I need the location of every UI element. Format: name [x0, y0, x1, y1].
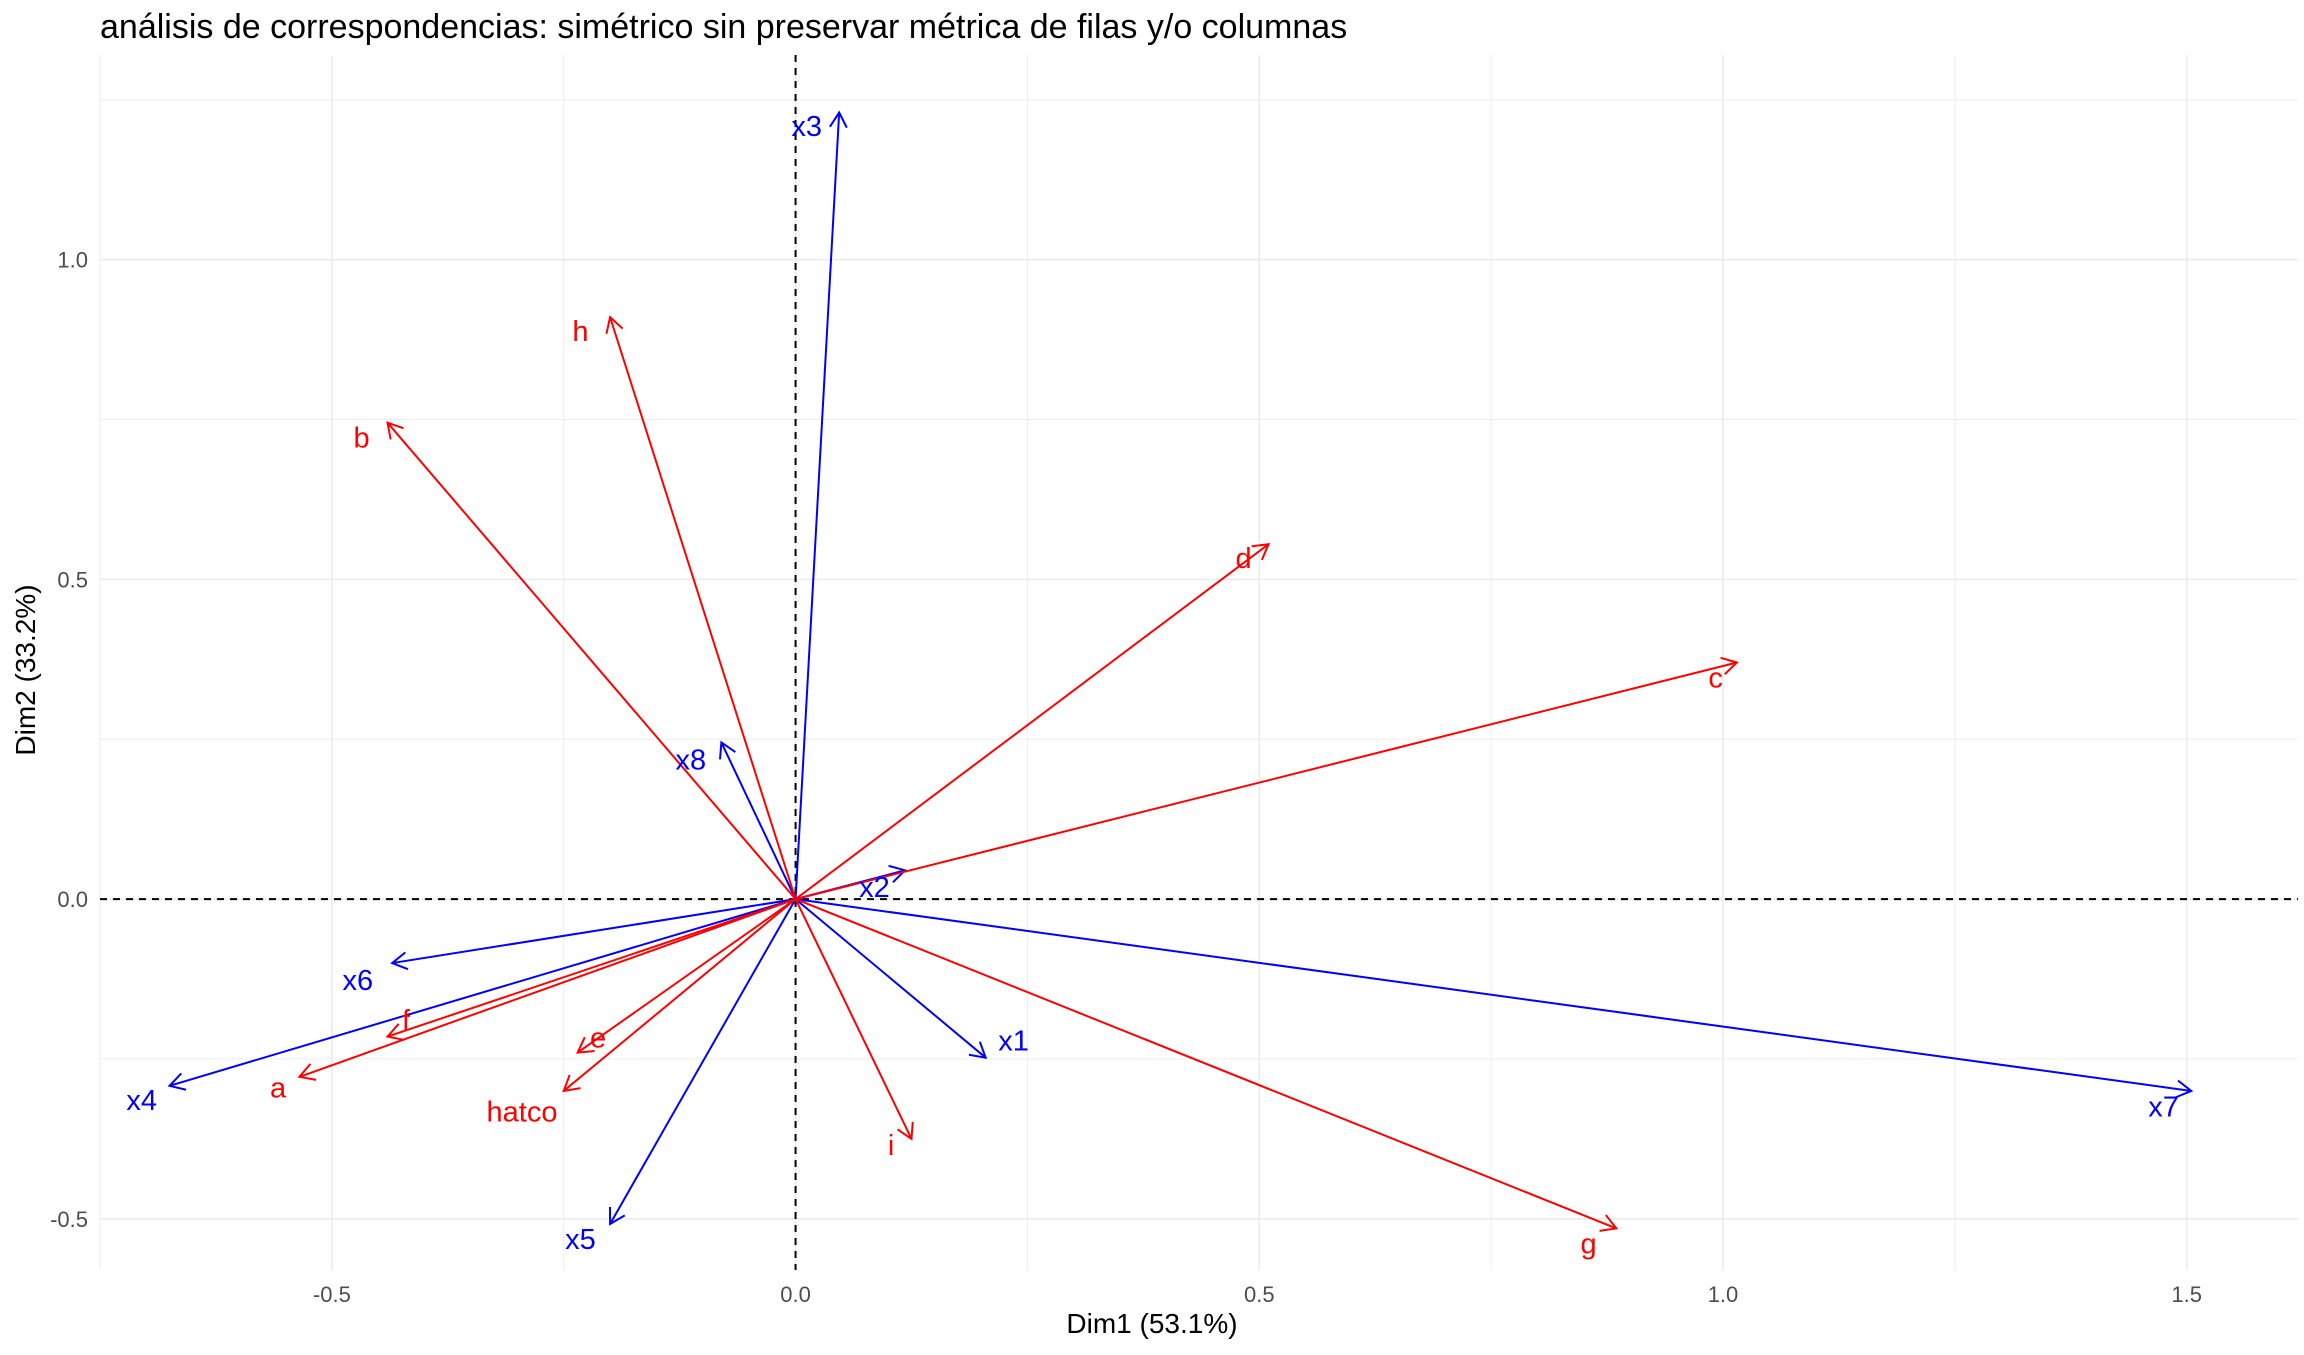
- arrowhead-x5: [609, 1206, 626, 1226]
- arrow-a: [299, 898, 796, 1078]
- arrowhead-hatco: [562, 1074, 581, 1093]
- arrowhead-x3: [829, 110, 848, 129]
- x-tick-label: 1.5: [2171, 1282, 2202, 1307]
- point-label-x6: x6: [343, 965, 374, 997]
- arrowhead-d: [1251, 542, 1271, 561]
- point-label-b: b: [353, 423, 369, 455]
- x-tick-label: 0.5: [1244, 1282, 1275, 1307]
- point-label-x8: x8: [675, 744, 706, 776]
- tick-labels: -0.5 0.0 0.5 1.0 1.5 -0.5 0.0 0.5 1.0: [50, 248, 2202, 1307]
- point-label-g: g: [1580, 1228, 1596, 1260]
- arrowhead-x8: [718, 740, 736, 760]
- point-label-c: c: [1708, 662, 1723, 694]
- arrowhead-x6: [390, 951, 409, 971]
- arrowhead-f: [385, 1023, 405, 1041]
- arrow-d: [794, 543, 1270, 900]
- arrow-x8: [720, 742, 797, 900]
- arrow-f: [387, 898, 796, 1038]
- x-axis-label: Dim1 (53.1%): [1066, 1308, 1238, 1339]
- arrowhead-x1: [968, 1041, 988, 1059]
- y-tick-label: 0.5: [57, 567, 88, 592]
- arrow-i: [794, 898, 913, 1140]
- x-tick-label: -0.5: [313, 1282, 351, 1307]
- point-label-h: h: [572, 316, 588, 348]
- arrowhead-h: [605, 315, 624, 335]
- point-label-e: e: [590, 1022, 606, 1054]
- x-tick-label: 0.0: [780, 1282, 811, 1307]
- arrow-hatco: [563, 898, 797, 1092]
- arrowhead-e: [575, 1036, 595, 1054]
- point-label-a: a: [270, 1072, 287, 1104]
- x-tick-label: 1.0: [1708, 1282, 1739, 1307]
- y-axis-label: Dim2 (33.2%): [10, 584, 41, 756]
- point-label-d: d: [1235, 543, 1251, 575]
- arrow-g: [795, 898, 1617, 1230]
- arrowhead-i: [896, 1121, 914, 1141]
- chart-title: análisis de correspondencias: simétrico …: [100, 8, 1348, 46]
- arrowhead-x4: [167, 1072, 187, 1091]
- point-label-hatco: hatco: [487, 1097, 558, 1129]
- arrow-e: [577, 898, 797, 1054]
- point-label-x7: x7: [2148, 1092, 2179, 1124]
- arrow-h: [609, 316, 797, 900]
- point-label-x3: x3: [791, 111, 822, 143]
- arrow-x6: [391, 898, 796, 965]
- reference-lines: [100, 55, 2298, 1270]
- point-label-x4: x4: [126, 1085, 157, 1117]
- y-tick-label: 1.0: [57, 248, 88, 273]
- point-label-x5: x5: [565, 1224, 596, 1256]
- point-label-x1: x1: [998, 1026, 1029, 1058]
- arrow-x3: [794, 112, 841, 900]
- point-label-x2: x2: [859, 872, 890, 904]
- arrow-x5: [609, 898, 797, 1225]
- point-labels: x1 x2 x3 x4 x5 x6 x7 x8 a b c d e f g h i hatco: [126, 111, 2178, 1260]
- point-label-i: i: [888, 1130, 894, 1162]
- arrow-b: [386, 422, 797, 900]
- arrowhead-c: [1720, 656, 1739, 676]
- arrows: [167, 110, 2194, 1232]
- arrow-c: [795, 661, 1738, 901]
- arrowhead-x7: [2175, 1079, 2194, 1099]
- arrowhead-a: [297, 1063, 317, 1081]
- point-label-f: f: [402, 1005, 411, 1037]
- arrow-x1: [794, 898, 987, 1059]
- y-tick-label: -0.5: [50, 1207, 88, 1232]
- y-tick-label: 0.0: [57, 887, 88, 912]
- arrow-x4: [169, 898, 796, 1087]
- arrowhead-g: [1599, 1214, 1619, 1232]
- arrowhead-x2: [888, 864, 907, 884]
- arrowhead-b: [386, 421, 404, 440]
- arrow-x7: [795, 898, 2192, 1092]
- grid-lines: [99, 55, 2298, 1270]
